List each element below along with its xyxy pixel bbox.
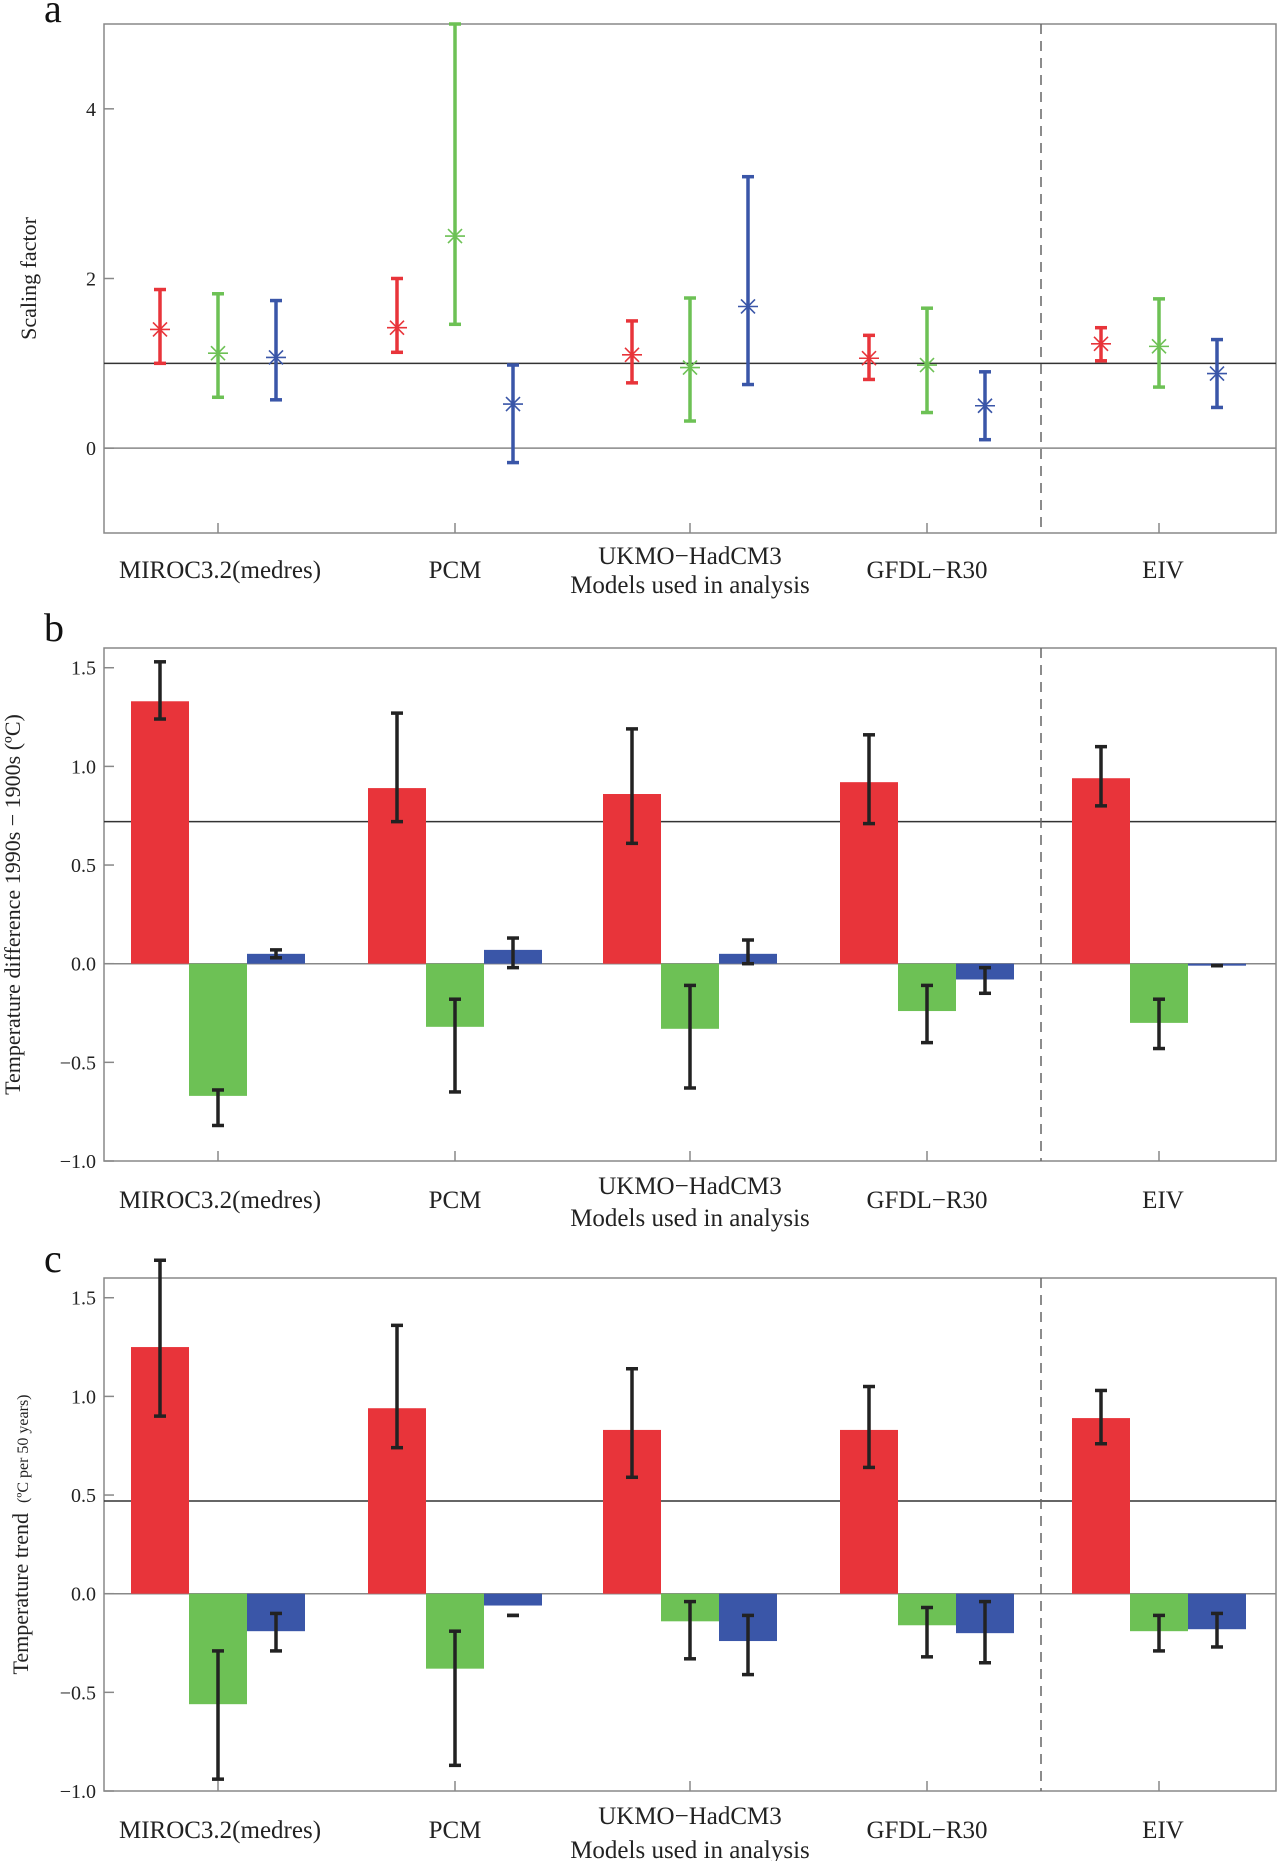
y-tick-label: −1.0: [60, 1151, 96, 1173]
point-marker: [917, 355, 937, 376]
category-label: MIROC3.2(medres): [119, 1817, 321, 1844]
panel-letter-a: a: [44, 0, 62, 31]
y-tick-label: 4: [86, 99, 96, 121]
y-tick-label: −0.5: [60, 1052, 96, 1074]
y-tick-label: 0.0: [71, 954, 96, 976]
category-label: GFDL−R30: [866, 1187, 987, 1214]
y-tick-label: −1.0: [60, 1781, 96, 1803]
point-marker: [1091, 333, 1111, 354]
category-label: PCM: [429, 1817, 482, 1844]
series-blue: [247, 1593, 1246, 1677]
category-label: MIROC3.2(medres): [119, 557, 321, 584]
series-red: [150, 276, 1111, 385]
x-axis-label: Models used in analysis: [570, 572, 810, 599]
category-label: EIV: [1142, 1817, 1184, 1844]
series-green: [189, 963, 1188, 1128]
point-marker: [150, 319, 170, 340]
category-label: PCM: [429, 557, 482, 584]
point-marker: [975, 395, 995, 416]
y-tick-label: 2: [86, 269, 96, 291]
x-axis-label: Models used in analysis: [570, 1205, 810, 1232]
y-axis-label-main: Temperature trend: [8, 1513, 33, 1675]
category-label: UKMO−HadCM3: [598, 1173, 782, 1200]
y-axis-label: Scaling factor: [16, 216, 41, 339]
series-green: [208, 22, 1169, 423]
panel-b: b −1.0 −0.5 0.0 0.5 1.0 1.5 Temperature differe…: [0, 605, 1277, 1232]
y-tick-label: 1.0: [71, 756, 96, 778]
point-marker: [859, 348, 879, 369]
panel-c: c −1.0 −0.5 0.0 0.5 1.0 1.5 Temperature trend (º…: [8, 1236, 1277, 1861]
bar: [131, 701, 189, 964]
category-label: MIROC3.2(medres): [119, 1187, 321, 1214]
plot-frame: [103, 23, 1277, 534]
bar: [1072, 1418, 1130, 1594]
y-tick-label: 1.5: [71, 658, 96, 680]
category-label: EIV: [1142, 557, 1184, 584]
y-tick-label: 1.5: [71, 1288, 96, 1310]
series-green: [189, 1593, 1188, 1781]
y-tick-label: 1.0: [71, 1386, 96, 1408]
y-tick-label: −0.5: [60, 1682, 96, 1704]
category-label: PCM: [429, 1187, 482, 1214]
point-marker: [503, 394, 523, 415]
series-blue: [266, 174, 1227, 465]
series-red: [131, 660, 1130, 964]
bar: [1072, 778, 1130, 964]
y-axis-label: Temperature trend (ºC per 50 years): [8, 1394, 33, 1674]
category-label: UKMO−HadCM3: [598, 543, 782, 570]
y-tick-label: 0.5: [71, 855, 96, 877]
point-marker: [738, 296, 758, 317]
panel-letter-b: b: [44, 605, 64, 650]
point-marker: [1207, 363, 1227, 384]
x-axis-label: Models used in analysis: [570, 1837, 810, 1861]
category-label: GFDL−R30: [866, 1817, 987, 1844]
point-marker: [1149, 336, 1169, 357]
bar: [484, 1593, 542, 1606]
category-label: EIV: [1142, 1187, 1184, 1214]
category-label: UKMO−HadCM3: [598, 1803, 782, 1830]
point-marker: [622, 344, 642, 365]
point-marker: [680, 357, 700, 378]
y-tick-label: 0.5: [71, 1485, 96, 1507]
point-marker: [445, 226, 465, 247]
y-axis-label-unit: (ºC per 50 years): [15, 1394, 32, 1502]
bar: [189, 963, 247, 1096]
y-tick-label: 0: [86, 438, 96, 460]
y-axis-label: Temperature difference 1990s − 1900s (ºC…: [0, 714, 25, 1095]
series-blue: [247, 936, 1246, 996]
y-tick-label: 0.0: [71, 1584, 96, 1606]
panel-letter-c: c: [44, 1236, 62, 1281]
point-marker: [266, 347, 286, 368]
point-marker: [387, 317, 407, 338]
series-red: [131, 1258, 1130, 1594]
point-marker: [208, 343, 228, 364]
category-label: GFDL−R30: [866, 557, 987, 584]
panel-a: a 0 2 4 Scaling factor MIROC3.2(medres) PCM UKM…: [16, 0, 1277, 599]
